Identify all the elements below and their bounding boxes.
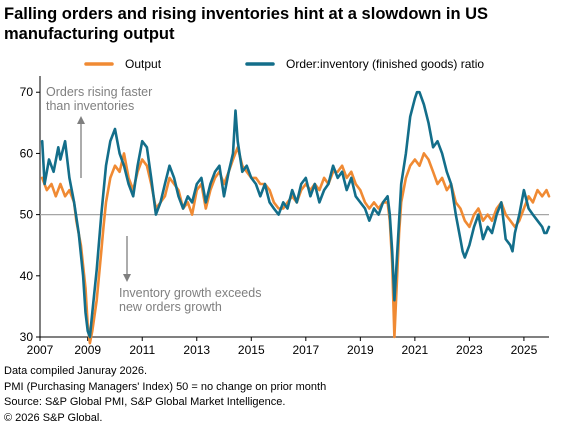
y-tick-label-70: 70: [20, 85, 34, 99]
x-tick-label-2009: 2009: [74, 343, 101, 357]
annotation-inventory: Inventory growth exceeds new orders grow…: [119, 236, 261, 314]
footer-copyright: © 2026 S&P Global.: [4, 411, 103, 424]
x-tick-label-2019: 2019: [347, 343, 374, 357]
footer-compiled-note: Data compiled Januray 2026.: [4, 365, 148, 377]
annotation-inventory-line1: Inventory growth exceeds: [119, 286, 261, 300]
legend-output-label: Output: [125, 57, 162, 71]
y-tick-label-40: 40: [20, 269, 34, 283]
annotation-inventory-line2: new orders growth: [119, 300, 222, 314]
x-tick-label-2011: 2011: [129, 343, 155, 357]
x-tick-label-2021: 2021: [402, 343, 429, 357]
y-tick-label-30: 30: [20, 330, 34, 344]
x-tick-label-2015: 2015: [238, 343, 265, 357]
legend: Output Order:inventory (finished goods) …: [84, 57, 484, 71]
legend-ratio-label: Order:inventory (finished goods) ratio: [286, 57, 484, 71]
footer-pmi-note: PMI (Purchasing Managers' Index) 50 = no…: [4, 380, 327, 393]
x-tick-label-2023: 2023: [456, 343, 483, 357]
footer-source: Source: S&P Global PMI, S&P Global Marke…: [4, 396, 286, 408]
x-tick-label-2007: 2007: [27, 343, 54, 357]
y-tick-label-50: 50: [20, 208, 34, 222]
chart-title: Falling orders and rising inventories hi…: [4, 5, 489, 43]
footer-notes: Data compiled Januray 2026. PMI (Purchas…: [4, 364, 326, 426]
x-tick-label-2025: 2025: [511, 343, 538, 357]
y-tick-label-60: 60: [20, 146, 34, 160]
x-tick-label-2013: 2013: [183, 343, 210, 357]
ratio-series-line: [40, 90, 551, 339]
plot-area: 30 40 50 60 70 2007 2009 2011 2013 2015 2017 2019 20…: [20, 76, 551, 357]
x-tick-label-2017: 2017: [292, 343, 319, 357]
annotation-orders-line1: Orders rising faster: [46, 85, 152, 99]
annotation-orders: Orders rising faster than inventories: [46, 85, 152, 178]
annotation-down-arrowhead: [123, 274, 131, 282]
annotation-up-arrowhead: [77, 116, 85, 124]
annotation-orders-line2: than inventories: [46, 99, 134, 113]
